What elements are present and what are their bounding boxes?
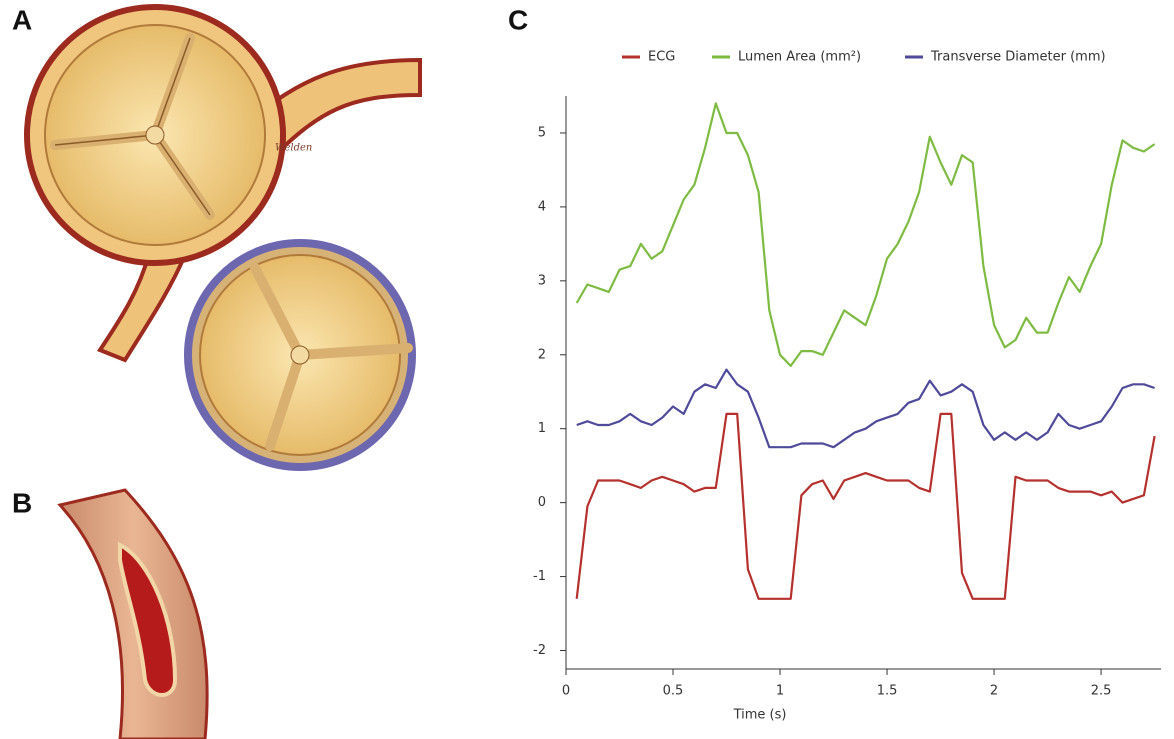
- y-tick-label: 0: [538, 495, 546, 510]
- x-tick-label: 2: [990, 684, 998, 699]
- y-tick-label: -2: [533, 643, 546, 658]
- x-tick-label: 0: [562, 684, 570, 699]
- series-line: [577, 103, 1155, 366]
- panel-label: A: [12, 4, 32, 35]
- x-tick-label: 1.5: [877, 684, 898, 699]
- panel-label: B: [12, 487, 32, 518]
- legend-label: Lumen Area (mm²): [738, 50, 861, 65]
- y-tick-label: 5: [538, 125, 546, 140]
- y-tick-label: 1: [538, 421, 546, 436]
- y-tick-label: -1: [533, 569, 546, 584]
- page: A B C Welden Time (s) -2 -1 0 1 2 3 4 5 0 0.5 1 1.5…: [0, 0, 1174, 739]
- y-tick-label: 2: [538, 347, 546, 362]
- vessel-illustration: [60, 490, 207, 739]
- valve-illustration: [27, 7, 420, 467]
- figure: A B C Welden Time (s) -2 -1 0 1 2 3 4 5 0 0.5 1 1.5…: [0, 0, 1174, 739]
- legend-label: ECG: [648, 50, 675, 65]
- panel-label: C: [508, 4, 528, 35]
- y-tick-label: 4: [538, 199, 546, 214]
- x-tick-label: 2.5: [1091, 684, 1112, 699]
- legend-label: Transverse Diameter (mm): [930, 50, 1106, 65]
- x-axis-label: Time (s): [733, 708, 787, 723]
- y-tick-label: 3: [538, 273, 546, 288]
- series-line: [577, 414, 1155, 599]
- signature: Welden: [275, 143, 312, 154]
- series-line: [577, 370, 1155, 448]
- x-tick-label: 1: [776, 684, 784, 699]
- x-tick-label: 0.5: [663, 684, 684, 699]
